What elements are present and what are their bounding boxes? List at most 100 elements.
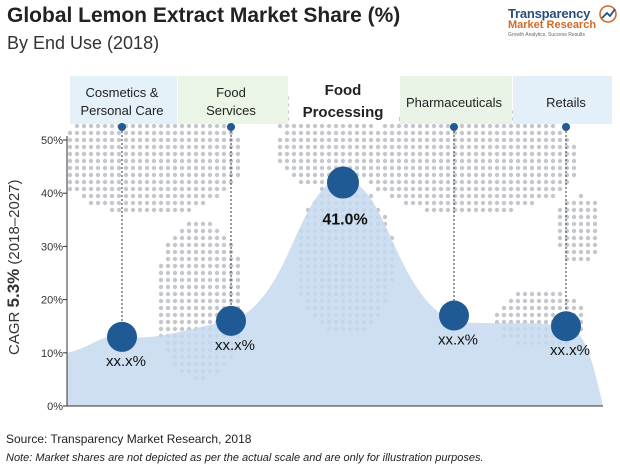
map-dot <box>368 193 374 199</box>
map-dot <box>179 186 185 192</box>
map-dot <box>186 144 192 150</box>
map-dot <box>123 186 129 192</box>
map-dot <box>585 235 591 241</box>
map-dot <box>221 263 227 269</box>
map-dot <box>529 137 535 143</box>
map-dot <box>592 214 598 220</box>
map-dot <box>193 305 199 311</box>
map-dot <box>494 137 500 143</box>
map-dot <box>88 144 94 150</box>
map-dot <box>179 298 185 304</box>
map-dot <box>305 137 311 143</box>
map-dot <box>151 151 157 157</box>
map-dot <box>165 312 171 318</box>
map-dot <box>200 291 206 297</box>
cagr-label: CAGR 5.3% (2018–2027) <box>4 179 24 355</box>
value-marker <box>107 321 137 352</box>
map-dot <box>172 291 178 297</box>
map-dot <box>291 165 297 171</box>
map-dot <box>200 200 206 206</box>
map-dot <box>326 158 332 164</box>
map-dot <box>515 200 521 206</box>
map-dot <box>158 172 164 178</box>
map-dot <box>515 291 521 297</box>
map-dot <box>396 130 402 136</box>
map-dot <box>109 193 115 199</box>
y-tick-label: 50% <box>41 135 63 147</box>
map-dot <box>536 172 542 178</box>
map-dot <box>424 207 430 213</box>
map-dot <box>466 207 472 213</box>
map-dot <box>410 186 416 192</box>
map-dot <box>319 144 325 150</box>
map-dot <box>193 172 199 178</box>
map-dot <box>116 130 122 136</box>
map-dot <box>550 123 556 129</box>
map-dot <box>536 151 542 157</box>
map-dot <box>403 123 409 129</box>
map-dot <box>473 186 479 192</box>
map-dot <box>158 165 164 171</box>
map-dot <box>389 172 395 178</box>
map-dot <box>207 123 213 129</box>
map-dot <box>557 214 563 220</box>
value-marker <box>327 166 359 199</box>
map-dot <box>88 186 94 192</box>
map-dot <box>347 123 353 129</box>
map-dot <box>585 214 591 220</box>
map-dot <box>403 165 409 171</box>
map-dot <box>508 144 514 150</box>
map-dot <box>172 158 178 164</box>
map-dot <box>298 165 304 171</box>
map-dot <box>158 319 164 325</box>
y-tick-label: 30% <box>41 241 63 253</box>
map-dot <box>445 123 451 129</box>
map-dot <box>438 137 444 143</box>
map-dot <box>361 137 367 143</box>
map-dot <box>578 193 584 199</box>
y-tick-label: 0% <box>47 401 63 413</box>
map-dot <box>438 158 444 164</box>
map-dot <box>186 165 192 171</box>
map-dot <box>144 207 150 213</box>
map-dot <box>585 256 591 262</box>
map-dot <box>389 179 395 185</box>
map-dot <box>81 137 87 143</box>
map-dot <box>158 312 164 318</box>
map-dot <box>333 130 339 136</box>
map-dot <box>109 179 115 185</box>
map-dot <box>522 165 528 171</box>
map-dot <box>480 172 486 178</box>
map-dot <box>158 305 164 311</box>
map-dot <box>522 151 528 157</box>
map-dot <box>298 137 304 143</box>
category-header: Food Processing <box>289 76 399 124</box>
map-dot <box>179 319 185 325</box>
map-dot <box>165 172 171 178</box>
map-dot <box>522 172 528 178</box>
map-dot <box>361 158 367 164</box>
map-dot <box>186 277 192 283</box>
map-dot <box>95 165 101 171</box>
map-dot <box>172 207 178 213</box>
map-dot <box>403 172 409 178</box>
map-dot <box>123 193 129 199</box>
map-dot <box>494 179 500 185</box>
map-dot <box>123 165 129 171</box>
map-dot <box>445 193 451 199</box>
map-dot <box>431 179 437 185</box>
map-dot <box>165 144 171 150</box>
map-dot <box>235 137 241 143</box>
category-label: Cosmetics & <box>86 85 159 100</box>
map-dot <box>571 221 577 227</box>
map-dot <box>95 186 101 192</box>
map-dot <box>158 179 164 185</box>
map-dot <box>480 158 486 164</box>
map-dot <box>172 200 178 206</box>
map-dot <box>123 172 129 178</box>
value-marker <box>439 300 469 331</box>
map-dot <box>207 312 213 318</box>
map-dot <box>102 186 108 192</box>
map-dot <box>102 172 108 178</box>
map-dot <box>445 158 451 164</box>
